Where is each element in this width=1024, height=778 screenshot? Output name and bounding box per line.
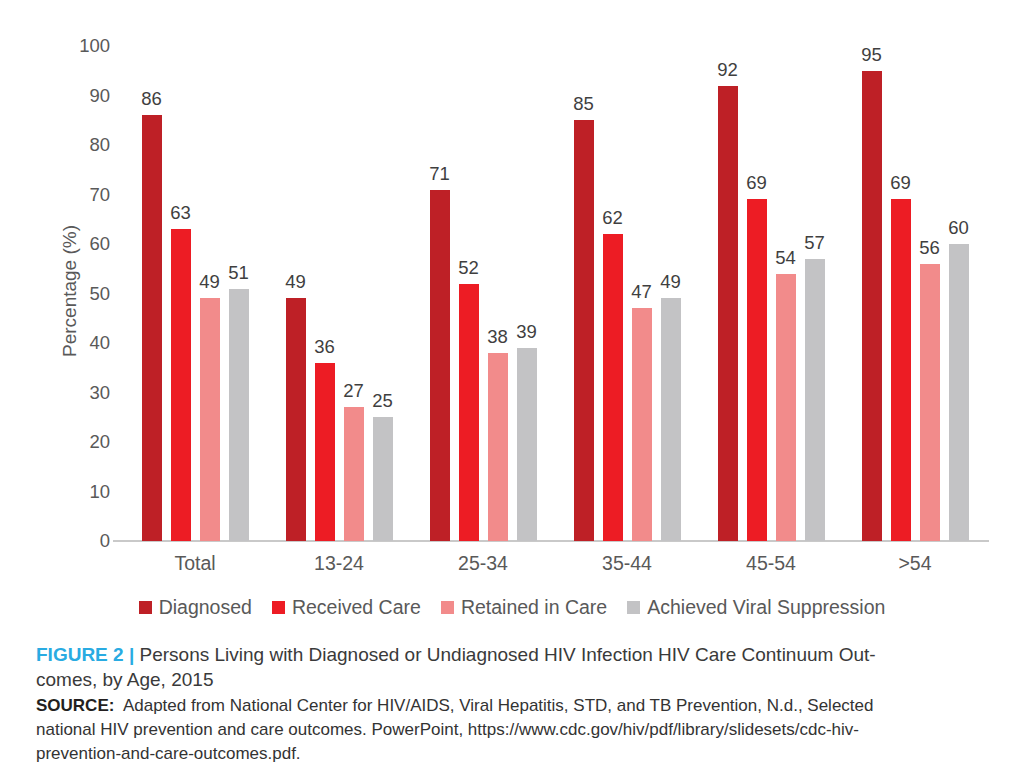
y-tick-label: 70 — [0, 184, 110, 206]
bar-value-label: 85 — [562, 94, 606, 114]
bar-diagnosed-13-24 — [286, 298, 306, 541]
legend-marker-icon — [627, 601, 640, 614]
y-tick-label: 40 — [0, 332, 110, 354]
y-tick-label: 10 — [0, 481, 110, 503]
bar-received-care-35-44 — [603, 234, 623, 541]
bar-value-label: 62 — [591, 208, 635, 228]
figure-number-label: FIGURE 2 | — [36, 644, 134, 665]
y-tick-label: 30 — [0, 382, 110, 404]
bar-value-label: 49 — [274, 272, 318, 292]
legend-marker-icon — [272, 601, 285, 614]
legend-label: Diagnosed — [159, 596, 252, 619]
bar-value-label: 57 — [793, 233, 837, 253]
bar-diagnosed-total — [142, 115, 162, 541]
chart-legend: Diagnosed Received Care Retained in Care Ac… — [0, 596, 1024, 619]
bar-retained-in-care-13-24 — [344, 407, 364, 541]
bar-retained-in-care-total — [200, 298, 220, 541]
bar-retained-in-care-35-44 — [632, 308, 652, 541]
bar-diagnosed-45-54 — [718, 86, 738, 541]
x-axis-category-label: >54 — [855, 552, 975, 575]
bar-value-label: 36 — [303, 337, 347, 357]
x-axis-category-label: 35-44 — [567, 552, 687, 575]
source-text: Adapted from National Center for HIV/AID… — [123, 696, 874, 715]
y-tick-label: 80 — [0, 134, 110, 156]
bar-value-label: 39 — [505, 322, 549, 342]
figure-caption: FIGURE 2 | Persons Living with Diagnosed… — [36, 642, 996, 692]
bar-value-label: 52 — [447, 258, 491, 278]
bar-value-label: 69 — [735, 173, 779, 193]
legend-label: Received Care — [292, 596, 421, 619]
source-line-3: prevention-and-care-outcomes.pdf. — [36, 742, 996, 766]
legend-marker-icon — [139, 601, 152, 614]
legend-item-retained-in-care: Retained in Care — [441, 596, 607, 619]
caption-line-1: FIGURE 2 | Persons Living with Diagnosed… — [36, 642, 996, 667]
source-line-2: national HIV prevention and care outcome… — [36, 718, 996, 742]
bar-value-label: 86 — [130, 89, 174, 109]
bar-value-label: 51 — [217, 263, 261, 283]
bar-value-label: 95 — [850, 45, 894, 65]
bar-retained-in-care->54 — [920, 264, 940, 541]
y-tick-label: 20 — [0, 431, 110, 453]
caption-line-2: comes, by Age, 2015 — [36, 667, 996, 692]
bar-value-label: 71 — [418, 164, 462, 184]
y-tick-label: 50 — [0, 283, 110, 305]
legend-item-received-care: Received Care — [272, 596, 421, 619]
bar-diagnosed->54 — [862, 71, 882, 541]
bar-achieved-viral-suppression-45-54 — [805, 259, 825, 541]
legend-item-diagnosed: Diagnosed — [139, 596, 252, 619]
legend-marker-icon — [441, 601, 454, 614]
figure-source: SOURCE: Adapted from National Center for… — [36, 694, 996, 766]
y-tick-label: 90 — [0, 85, 110, 107]
bar-achieved-viral-suppression->54 — [949, 244, 969, 541]
bar-value-label: 56 — [908, 238, 952, 258]
bar-diagnosed-35-44 — [574, 120, 594, 541]
legend-label: Retained in Care — [461, 596, 607, 619]
legend-item-achieved-viral-suppression: Achieved Viral Suppression — [627, 596, 885, 619]
bar-achieved-viral-suppression-13-24 — [373, 417, 393, 541]
x-axis-category-label: Total — [135, 552, 255, 575]
y-tick-label: 100 — [0, 35, 110, 57]
caption-text: Persons Living with Diagnosed or Undiagn… — [140, 644, 876, 665]
bar-value-label: 69 — [879, 173, 923, 193]
bar-value-label: 63 — [159, 203, 203, 223]
x-axis-category-label: 13-24 — [279, 552, 399, 575]
source-label: SOURCE: — [36, 696, 114, 715]
bar-achieved-viral-suppression-35-44 — [661, 298, 681, 541]
bar-value-label: 25 — [361, 391, 405, 411]
source-line-1: SOURCE: Adapted from National Center for… — [36, 694, 996, 718]
legend-label: Achieved Viral Suppression — [647, 596, 885, 619]
y-tick-label: 0 — [0, 530, 110, 552]
bar-achieved-viral-suppression-total — [229, 289, 249, 541]
figure-2-chart: Percentage (%) 0102030405060708090100 86… — [0, 0, 1024, 778]
bar-received-care-25-34 — [459, 284, 479, 541]
bar-value-label: 92 — [706, 60, 750, 80]
bar-diagnosed-25-34 — [430, 190, 450, 541]
y-tick-label: 60 — [0, 233, 110, 255]
bar-retained-in-care-45-54 — [776, 274, 796, 541]
bar-retained-in-care-25-34 — [488, 353, 508, 541]
x-axis-category-label: 25-34 — [423, 552, 543, 575]
bar-value-label: 49 — [649, 272, 693, 292]
x-axis-category-label: 45-54 — [711, 552, 831, 575]
bar-achieved-viral-suppression-25-34 — [517, 348, 537, 541]
bar-value-label: 60 — [937, 218, 981, 238]
